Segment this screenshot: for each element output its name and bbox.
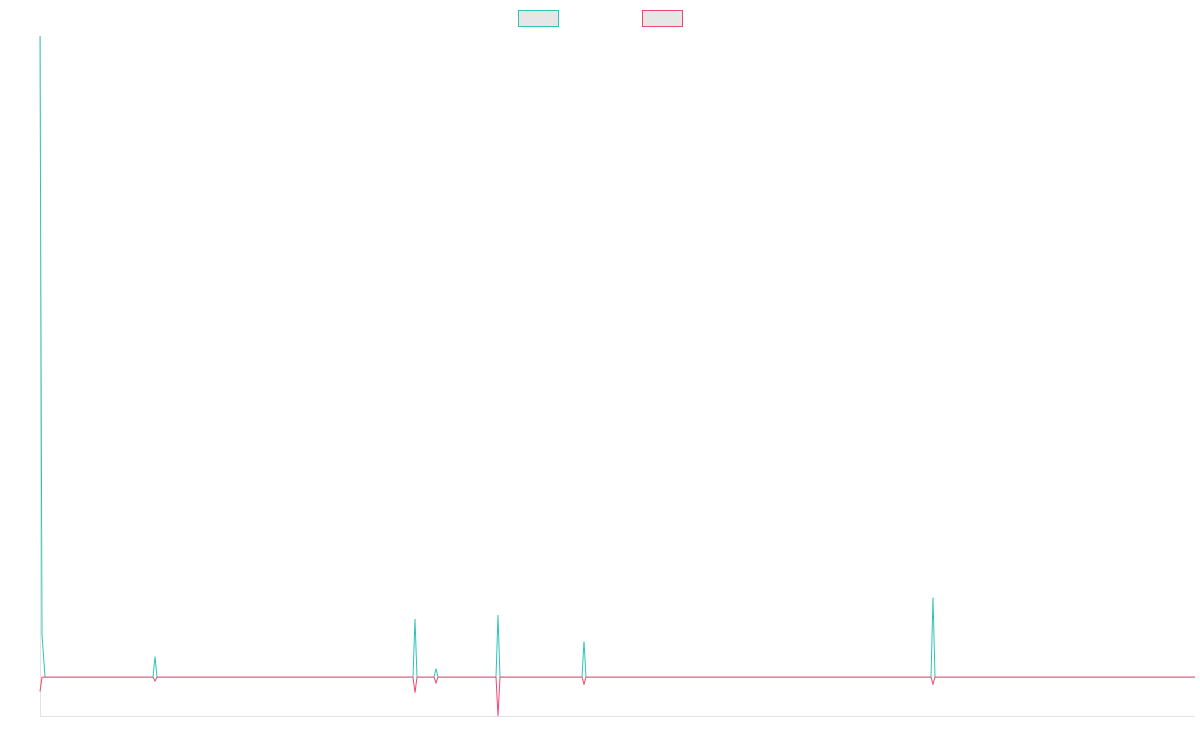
series-line-2 bbox=[39, 676, 1195, 717]
legend-swatch-2[interactable] bbox=[642, 10, 683, 27]
legend-swatch-1[interactable] bbox=[518, 10, 559, 27]
plot-area bbox=[39, 35, 1195, 717]
series-line-1 bbox=[39, 35, 1195, 678]
series-layer bbox=[39, 35, 1195, 717]
legend[interactable] bbox=[518, 10, 683, 27]
